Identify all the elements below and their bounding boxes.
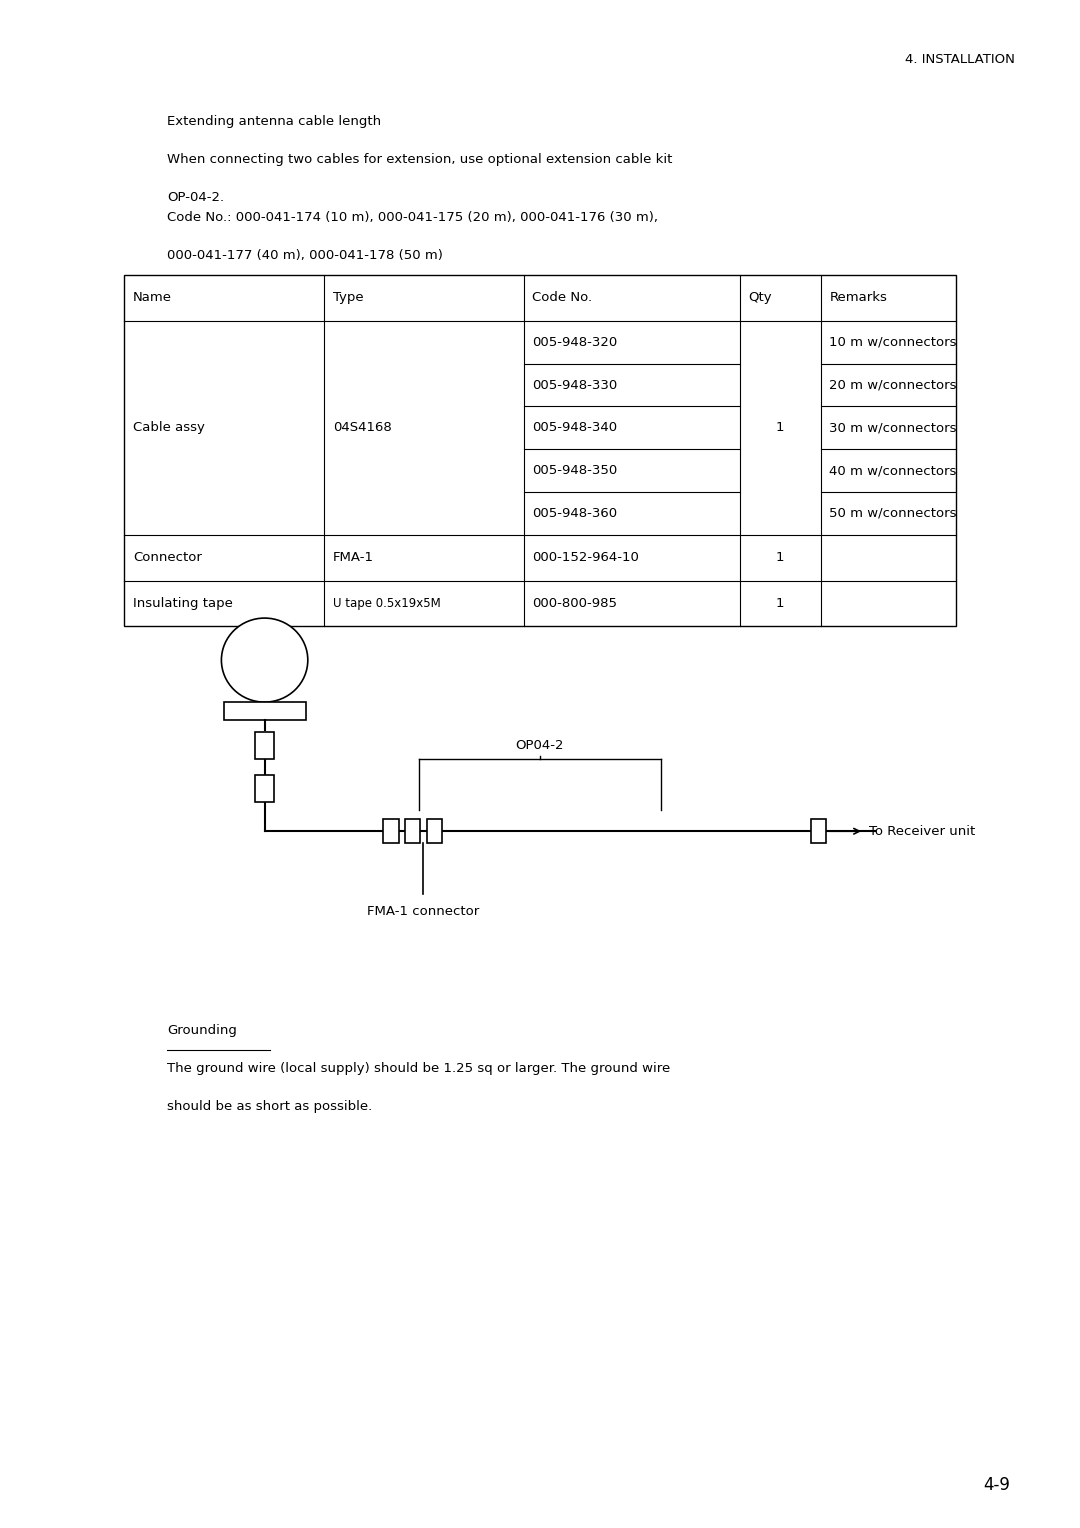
- Text: 000-152-964-10: 000-152-964-10: [532, 552, 639, 564]
- Text: Code No.: Code No.: [532, 292, 593, 304]
- Text: 005-948-360: 005-948-360: [532, 507, 618, 520]
- Text: 50 m w/connectors: 50 m w/connectors: [829, 507, 957, 520]
- Text: 1: 1: [777, 422, 784, 434]
- Text: 4. INSTALLATION: 4. INSTALLATION: [905, 53, 1015, 67]
- Text: 005-948-330: 005-948-330: [532, 379, 618, 391]
- Text: 20 m w/connectors: 20 m w/connectors: [829, 379, 957, 391]
- Text: Remarks: Remarks: [829, 292, 888, 304]
- Bar: [255, 732, 274, 759]
- Text: 005-948-340: 005-948-340: [532, 422, 618, 434]
- Text: Extending antenna cable length: Extending antenna cable length: [167, 115, 381, 128]
- Bar: [255, 775, 274, 802]
- Text: FMA-1 connector: FMA-1 connector: [367, 905, 480, 918]
- Text: To Receiver unit: To Receiver unit: [869, 825, 975, 837]
- Text: 005-948-350: 005-948-350: [532, 465, 618, 477]
- Text: Name: Name: [133, 292, 172, 304]
- Ellipse shape: [221, 619, 308, 703]
- Text: 40 m w/connectors: 40 m w/connectors: [829, 465, 957, 477]
- Text: The ground wire (local supply) should be 1.25 sq or larger. The ground wire: The ground wire (local supply) should be…: [167, 1062, 671, 1076]
- Text: Grounding: Grounding: [167, 1024, 238, 1038]
- Text: should be as short as possible.: should be as short as possible.: [167, 1100, 373, 1114]
- Bar: [224, 701, 306, 720]
- Text: Cable assy: Cable assy: [133, 422, 205, 434]
- Text: OP-04-2.: OP-04-2.: [167, 191, 225, 205]
- Bar: [811, 819, 826, 843]
- Bar: [427, 819, 442, 843]
- Text: 1: 1: [777, 552, 784, 564]
- Text: 4-9: 4-9: [983, 1476, 1010, 1494]
- Bar: [124, 275, 956, 626]
- Text: Code No.: 000-041-174 (10 m), 000-041-175 (20 m), 000-041-176 (30 m),: Code No.: 000-041-174 (10 m), 000-041-17…: [167, 211, 659, 225]
- Text: U tape 0.5x19x5M: U tape 0.5x19x5M: [333, 597, 441, 610]
- Bar: [405, 819, 420, 843]
- Text: Connector: Connector: [133, 552, 202, 564]
- Text: When connecting two cables for extension, use optional extension cable kit: When connecting two cables for extension…: [167, 153, 673, 167]
- Text: 000-800-985: 000-800-985: [532, 597, 618, 610]
- Text: FMA-1: FMA-1: [333, 552, 374, 564]
- Text: Qty: Qty: [748, 292, 772, 304]
- Text: Insulating tape: Insulating tape: [133, 597, 232, 610]
- Text: OP04-2: OP04-2: [516, 738, 564, 752]
- Text: 10 m w/connectors: 10 m w/connectors: [829, 336, 957, 348]
- Text: 005-948-320: 005-948-320: [532, 336, 618, 348]
- Text: 30 m w/connectors: 30 m w/connectors: [829, 422, 957, 434]
- Text: 1: 1: [777, 597, 784, 610]
- Bar: [383, 819, 399, 843]
- Text: 04S4168: 04S4168: [333, 422, 391, 434]
- Text: Type: Type: [333, 292, 363, 304]
- Text: 000-041-177 (40 m), 000-041-178 (50 m): 000-041-177 (40 m), 000-041-178 (50 m): [167, 249, 443, 263]
